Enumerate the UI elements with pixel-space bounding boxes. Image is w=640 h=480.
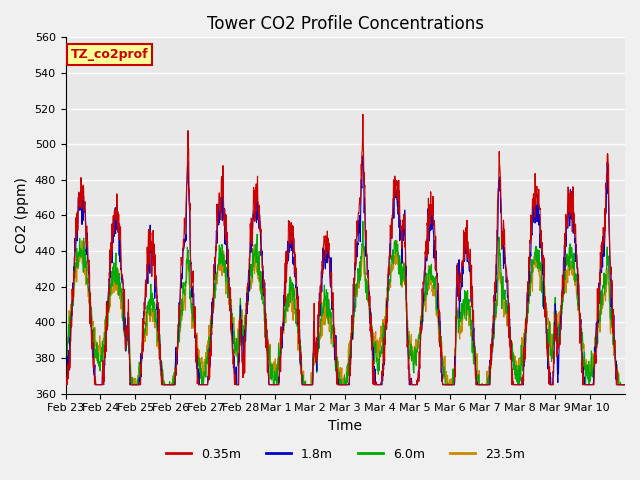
Text: TZ_co2prof: TZ_co2prof [71,48,148,61]
Legend: 0.35m, 1.8m, 6.0m, 23.5m: 0.35m, 1.8m, 6.0m, 23.5m [161,443,530,466]
Title: Tower CO2 Profile Concentrations: Tower CO2 Profile Concentrations [207,15,484,33]
X-axis label: Time: Time [328,419,362,433]
Y-axis label: CO2 (ppm): CO2 (ppm) [15,178,29,253]
